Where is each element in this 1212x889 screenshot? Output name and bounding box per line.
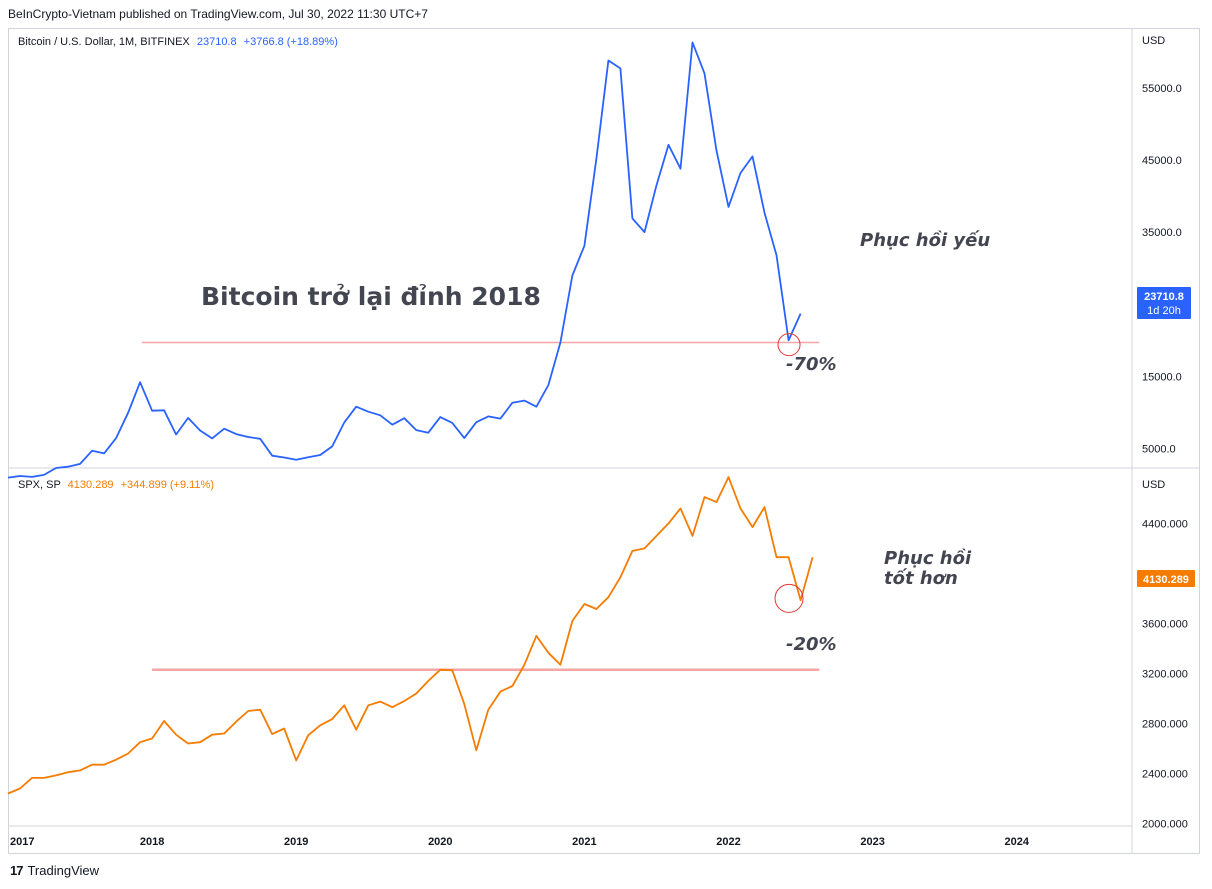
time-axis: 2017 2018 2019 2020 2021 2022 2023 2024 [10, 836, 1030, 848]
spx-pane: 2000.000 2400.000 2800.000 3200.000 3600.000… [7, 476, 1195, 830]
btc-price-tag-value: 23710.8 [1144, 291, 1184, 303]
spx-last-value: 4130.289 [67, 479, 114, 491]
btc-symbol: Bitcoin / U.S. Dollar, 1M, BITFINEX [18, 36, 190, 48]
tradingview-logo[interactable]: 17 TradingView [10, 863, 99, 878]
spx-legend[interactable]: SPX, SP 4130.289 +344.899 (+9.11%) [18, 479, 214, 491]
spx-bottom-circle [774, 583, 804, 613]
spx-y-tick-label: 4400.000 [1142, 518, 1188, 530]
btc-legend[interactable]: Bitcoin / U.S. Dollar, 1M, BITFINEX 2371… [18, 36, 338, 48]
publisher-line: BeInCrypto-Vietnam published on TradingV… [8, 7, 428, 21]
x-tick-label: 2020 [428, 836, 452, 848]
x-tick-label: 2018 [140, 836, 164, 848]
btc-currency-label: USD [1142, 35, 1165, 47]
btc-y-tick-label: 35000.0 [1142, 227, 1182, 239]
spx-y-tick-label: 2000.000 [1142, 818, 1188, 830]
spx-better-recovery-note-line1: Phục hồi [884, 548, 972, 569]
btc-price-tag: 23710.8 1d 20h [1137, 287, 1191, 319]
spx-symbol: SPX, SP [18, 479, 61, 491]
x-tick-label: 2022 [716, 836, 740, 848]
btc-y-tick-label: 5000.0 [1142, 444, 1176, 456]
btc-weak-recovery-note: Phục hồi yếu [860, 230, 991, 251]
x-tick-label: 2017 [10, 836, 34, 848]
spx-better-recovery-note-line2: tốt hơn [884, 568, 958, 589]
btc-bottom-circle [777, 333, 801, 357]
spx-price-tag-value: 4130.289 [1143, 574, 1189, 586]
tradingview-logo-text: TradingView [27, 863, 100, 878]
btc-countdown: 1d 20h [1147, 305, 1181, 317]
btc-drawdown-label: -70% [786, 354, 837, 375]
btc-change: +3766.8 (+18.89%) [243, 36, 338, 48]
spx-drawdown-label: -20% [786, 634, 837, 655]
x-tick-label: 2021 [572, 836, 596, 848]
x-tick-label: 2024 [1004, 836, 1029, 848]
chart-frame [8, 28, 1200, 854]
btc-y-tick-label: 55000.0 [1142, 83, 1182, 95]
btc-pane: 5000.015000.025000.035000.045000.055000.… [7, 35, 1191, 479]
spx-currency-label: USD [1142, 479, 1165, 491]
spx-price-tag: 4130.289 [1137, 570, 1195, 587]
tradingview-logo-icon: 17 [10, 863, 24, 878]
spx-change: +344.899 (+9.11%) [120, 479, 214, 491]
btc-price-axis: 5000.015000.025000.035000.045000.055000.… [1142, 83, 1182, 456]
spx-y-tick-label: 2800.000 [1142, 718, 1188, 730]
btc-price-line[interactable] [7, 41, 802, 479]
x-tick-label: 2023 [860, 836, 884, 848]
spx-y-tick-label: 3200.000 [1142, 668, 1188, 680]
btc-y-tick-label: 45000.0 [1142, 155, 1182, 167]
btc-title-annotation: Bitcoin trở lại đỉnh 2018 [201, 282, 541, 311]
spx-y-tick-label: 3600.000 [1142, 618, 1188, 630]
btc-last-value: 23710.8 [196, 36, 237, 48]
spx-price-axis: 2000.000 2400.000 2800.000 3200.000 3600.000… [1142, 518, 1188, 830]
x-tick-label: 2019 [284, 836, 308, 848]
spx-y-tick-label: 2400.000 [1142, 768, 1188, 780]
btc-y-tick-label: 15000.0 [1142, 371, 1182, 383]
spx-price-line[interactable] [7, 476, 814, 795]
